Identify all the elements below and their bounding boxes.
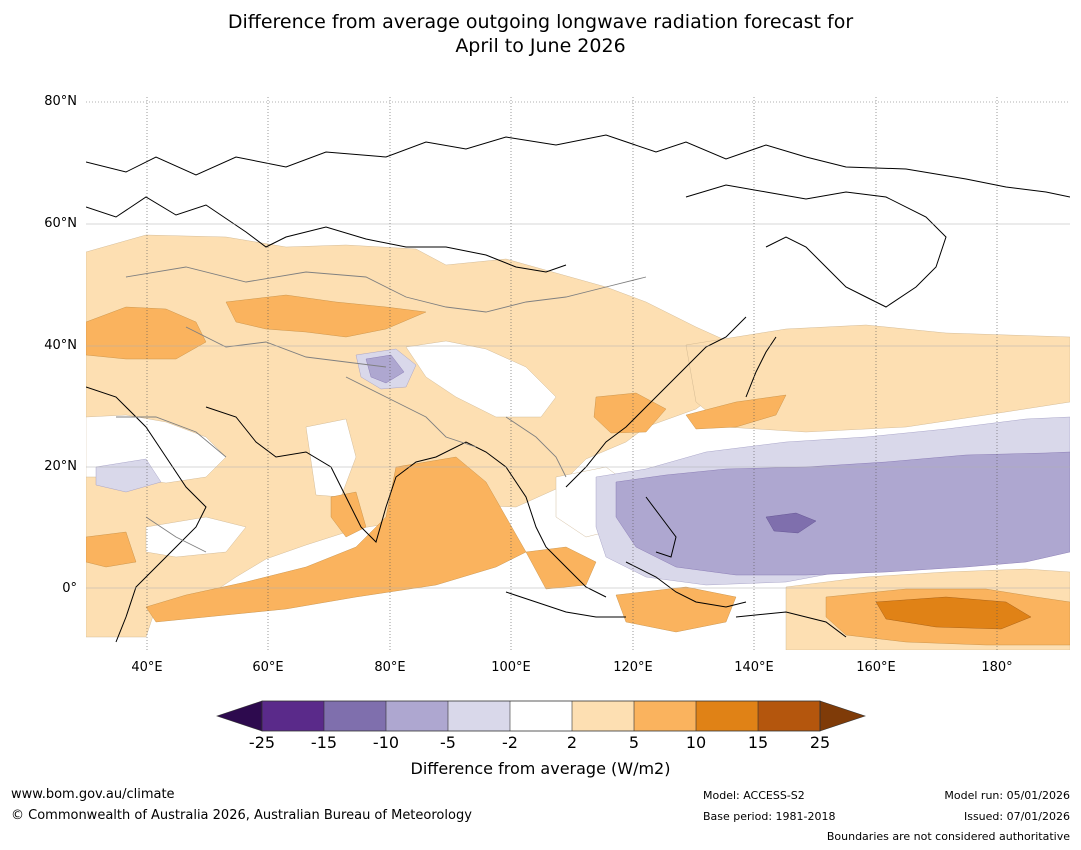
chart-title: Difference from average outgoing longwav… (0, 10, 1081, 58)
lon-label-40e: 40°E (131, 660, 163, 675)
colorbar-swatch-6 (572, 701, 634, 731)
map-svg (86, 97, 1070, 650)
coastlines (86, 134, 1070, 643)
colorbar-tick: -25 (248, 733, 276, 752)
colorbar-tick: 2 (566, 733, 578, 752)
colorbar-tick: 15 (747, 733, 769, 752)
footer-copyright: © Commonwealth of Australia 2026, Austra… (11, 808, 472, 823)
lon-label-120e: 120°E (613, 660, 653, 675)
colorbar-tick: 25 (809, 733, 831, 752)
colorbar-swatch-4 (448, 701, 510, 731)
map-panel[interactable] (86, 97, 1070, 650)
colorbar-tick: 5 (628, 733, 640, 752)
title-line-1: Difference from average outgoing longwav… (227, 11, 854, 33)
footer-base-period: Base period: 1981-2018 (703, 810, 836, 823)
colorbar-swatch-2 (324, 701, 386, 731)
colorbar-tick: 10 (685, 733, 707, 752)
colorbar-under-arrow (216, 700, 263, 732)
anomaly-dark-orange (875, 596, 1032, 630)
lat-label-60n: 60°N (44, 216, 77, 231)
meridians (146, 97, 998, 650)
anomaly-purple (365, 354, 1070, 576)
colorbar-tick: -2 (502, 733, 518, 752)
footer-url[interactable]: www.bom.gov.au/climate (11, 787, 175, 802)
lon-label-180: 180° (981, 660, 1013, 675)
anomaly-dark-purple (765, 512, 817, 534)
anomaly-light-orange (86, 234, 1070, 650)
lon-label-60e: 60°E (252, 660, 284, 675)
lat-label-20n: 20°N (44, 459, 77, 474)
lon-label-100e: 100°E (491, 660, 531, 675)
title-line-2: April to June 2026 (455, 35, 626, 57)
colorbar-tick: -5 (440, 733, 456, 752)
colorbar-swatch-7 (634, 701, 696, 731)
lat-label-80n: 80°N (44, 94, 77, 109)
lon-label-160e: 160°E (856, 660, 896, 675)
colorbar-swatch-8 (696, 701, 758, 731)
colorbar-tick: -15 (310, 733, 338, 752)
colorbar-swatch-3 (386, 701, 448, 731)
colorbar-tick: -10 (372, 733, 400, 752)
graticule (86, 101, 1070, 589)
lat-label-40n: 40°N (44, 338, 77, 353)
country-borders (116, 266, 647, 553)
colorbar-swatch-1 (262, 701, 324, 731)
colorbar-swatch-9 (758, 701, 820, 731)
lon-label-140e: 140°E (734, 660, 774, 675)
lat-label-0: 0° (62, 581, 77, 596)
footer-issued: Issued: 07/01/2026 (963, 810, 1070, 823)
footer-boundaries-note: Boundaries are not considered authoritat… (826, 830, 1070, 843)
footer-model-run: Model run: 05/01/2026 (944, 789, 1070, 802)
colorbar-label: Difference from average (W/m2) (410, 759, 671, 778)
colorbar-over-arrow (819, 700, 866, 732)
footer-model: Model: ACCESS-S2 (703, 789, 805, 802)
colorbar-swatch-5 (510, 701, 572, 731)
lon-label-80e: 80°E (374, 660, 406, 675)
